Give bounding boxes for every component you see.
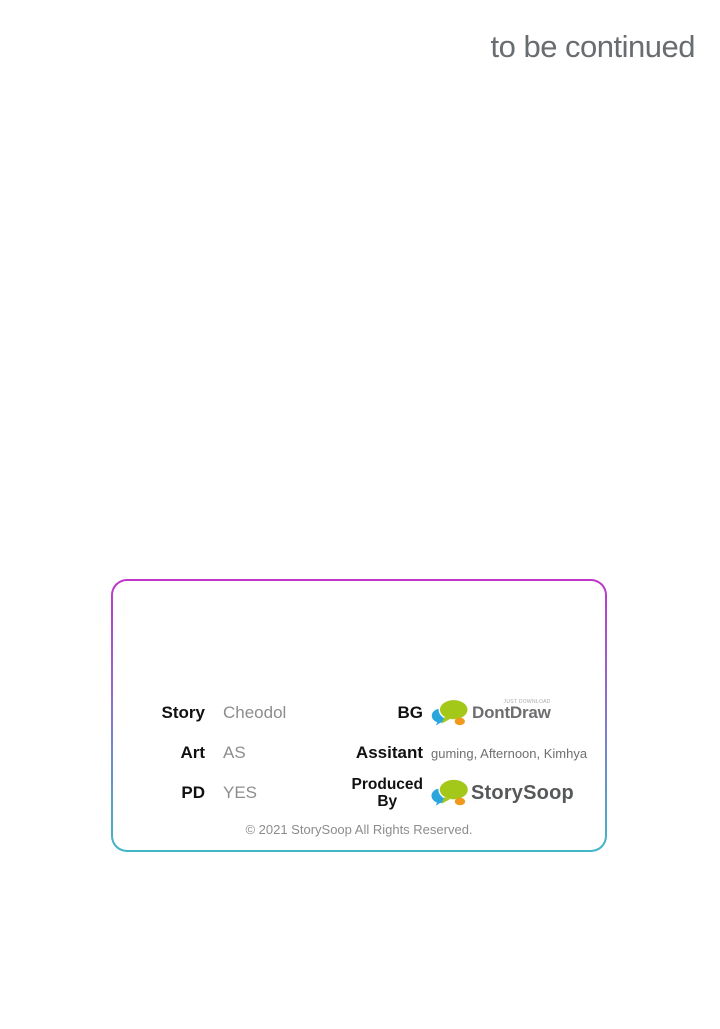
storysoop-wordmark: StorySoop [471,781,574,804]
credits-card-inner: Story Cheodol BG [113,581,605,850]
credit-label-produced-by: Produced By [333,773,423,813]
credit-value-produced-by: StorySoop [423,773,605,813]
speech-bubbles-icon [431,698,469,729]
produced-by-line1: Produced [351,776,423,793]
credit-value-assistant: guming, Afternoon, Kimhya [431,745,588,761]
dontdraw-logo: JUST DOWNLOAD DontDraw [431,698,551,729]
to-be-continued-text: to be continued [490,29,695,64]
credit-value-pd: YES [223,783,258,802]
credit-label-bg: BG [397,703,424,722]
dontdraw-wordmark-wrap: JUST DOWNLOAD DontDraw [472,699,551,723]
credit-value-bg: JUST DOWNLOAD DontDraw [423,693,605,733]
dontdraw-wordmark: DontDraw [472,703,551,722]
credit-label-art: Art [180,743,205,762]
storysoop-logo: StorySoop [431,777,574,810]
credits-card: Story Cheodol BG [111,579,607,852]
credit-label-pd: PD [181,783,205,802]
credit-value-story: Cheodol [223,703,287,722]
copyright-text: © 2021 StorySoop All Rights Reserved. [245,822,473,837]
speech-bubbles-icon [431,777,470,810]
dontdraw-tagline: JUST DOWNLOAD [503,699,551,705]
credit-label-assistant: Assitant [355,743,423,762]
credit-label-story: Story [161,703,205,722]
produced-by-line2: By [377,793,398,810]
credits-grid: Story Cheodol BG [113,693,605,813]
credit-value-art: AS [223,743,246,762]
